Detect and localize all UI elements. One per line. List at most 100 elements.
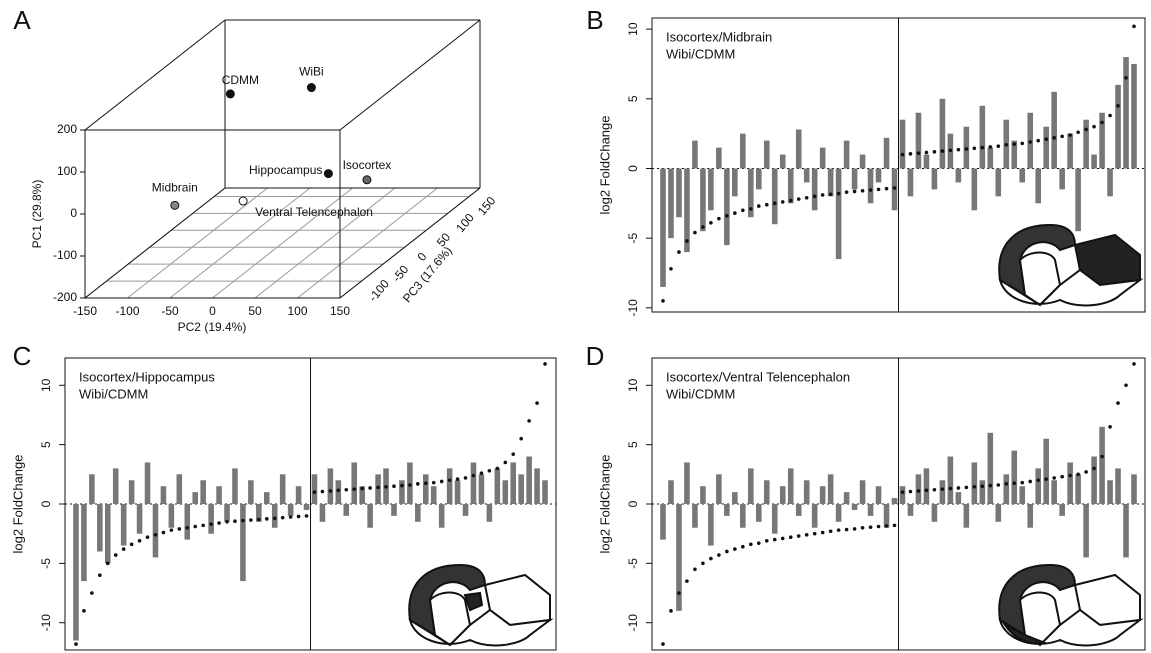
bar xyxy=(939,98,946,169)
bar xyxy=(1035,168,1042,204)
bar xyxy=(470,462,477,504)
point xyxy=(661,642,665,646)
point xyxy=(113,553,118,557)
point xyxy=(988,145,993,149)
point xyxy=(661,299,665,303)
point xyxy=(1068,133,1072,137)
bar xyxy=(1059,168,1065,190)
point xyxy=(956,486,961,490)
bar xyxy=(1043,438,1049,504)
bar xyxy=(811,168,818,211)
bar xyxy=(716,474,722,504)
bar xyxy=(995,168,1002,197)
plot-frame xyxy=(651,357,1146,651)
bar xyxy=(1051,91,1057,169)
bar xyxy=(835,168,842,260)
point xyxy=(908,152,913,156)
bar xyxy=(700,168,706,232)
panel-label: A xyxy=(13,5,31,35)
point xyxy=(725,214,729,218)
point xyxy=(852,189,857,194)
y-tick-label: 5 xyxy=(626,441,640,448)
bar xyxy=(81,504,87,582)
point xyxy=(709,221,713,225)
bar xyxy=(1083,504,1089,558)
point xyxy=(717,216,721,221)
bar xyxy=(971,462,978,504)
bar xyxy=(771,168,778,225)
point xyxy=(669,609,673,613)
bar xyxy=(415,504,421,522)
bar xyxy=(295,486,302,504)
point xyxy=(876,187,881,192)
bar xyxy=(359,486,365,504)
bar xyxy=(367,504,373,528)
point xyxy=(312,490,317,494)
bar xyxy=(708,504,714,546)
point xyxy=(916,489,921,493)
point xyxy=(90,591,94,595)
point xyxy=(323,169,333,179)
z-tick-label: 0 xyxy=(414,249,429,263)
bar xyxy=(795,504,802,516)
bar xyxy=(240,504,246,582)
bar xyxy=(1003,474,1010,504)
point-label: Hippocampus xyxy=(249,163,322,177)
bar xyxy=(1059,504,1065,516)
bar xyxy=(327,468,334,504)
y-tick-label: 0 xyxy=(39,500,53,507)
point xyxy=(1124,383,1128,388)
point xyxy=(1116,103,1120,108)
grid-line xyxy=(254,187,396,299)
point xyxy=(669,267,673,271)
bar xyxy=(915,112,922,169)
bar xyxy=(232,468,238,504)
x-tick-label: 50 xyxy=(248,304,262,318)
bar xyxy=(184,504,191,540)
point xyxy=(352,487,357,491)
bar xyxy=(462,504,469,516)
bar xyxy=(787,468,794,504)
x-tick-label: -50 xyxy=(161,304,179,318)
point xyxy=(82,609,86,613)
bar xyxy=(907,168,914,197)
bar xyxy=(343,504,350,516)
bar xyxy=(748,168,754,218)
point xyxy=(956,147,961,152)
point xyxy=(304,514,309,518)
bar xyxy=(708,168,714,211)
point xyxy=(519,436,523,441)
point xyxy=(280,515,285,520)
y-axis-title: log2 FoldChange xyxy=(597,454,612,553)
point xyxy=(1100,454,1104,459)
point xyxy=(860,188,865,193)
point xyxy=(1020,480,1025,485)
point xyxy=(1012,142,1017,146)
bar xyxy=(1067,462,1073,504)
bar xyxy=(422,474,429,504)
bar xyxy=(1131,474,1137,504)
point xyxy=(733,547,737,551)
point xyxy=(455,477,460,481)
point xyxy=(1124,76,1128,80)
bar xyxy=(1131,63,1137,169)
bar xyxy=(755,504,762,522)
point xyxy=(836,191,841,196)
bar xyxy=(955,168,962,183)
point xyxy=(812,531,817,536)
bar xyxy=(391,504,397,516)
point xyxy=(360,486,364,491)
z-tick-label: 100 xyxy=(453,210,477,235)
point xyxy=(288,515,293,519)
point xyxy=(1044,477,1048,481)
bar xyxy=(399,480,405,504)
bar xyxy=(152,504,159,558)
bar xyxy=(819,147,826,169)
panel-label: C xyxy=(13,341,32,371)
point xyxy=(733,211,737,215)
point xyxy=(996,483,1001,487)
bar xyxy=(867,168,874,204)
point xyxy=(336,488,341,493)
point xyxy=(233,519,237,524)
bar xyxy=(883,137,890,169)
